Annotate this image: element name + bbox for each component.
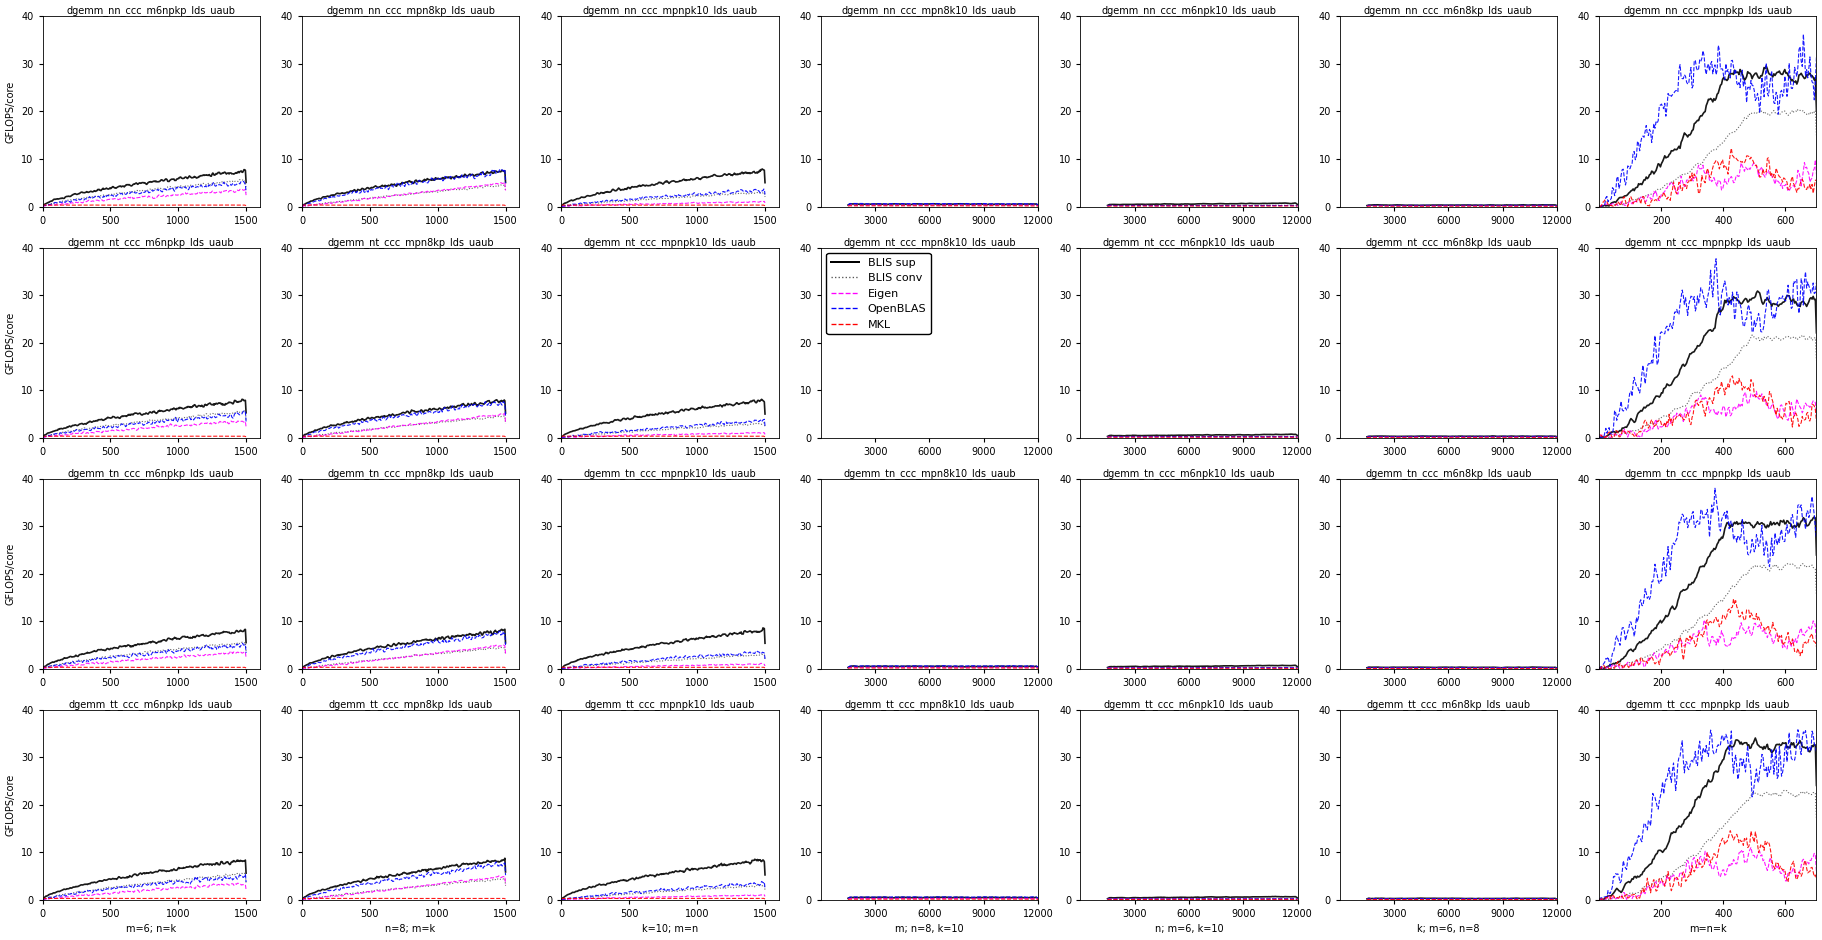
Y-axis label: GFLOPS/core: GFLOPS/core	[5, 774, 16, 836]
Y-axis label: GFLOPS/core: GFLOPS/core	[5, 542, 16, 604]
Title: dgemm_nn_ccc_mpnpk10_lds_uaub: dgemm_nn_ccc_mpnpk10_lds_uaub	[583, 6, 758, 17]
Title: dgemm_tt_ccc_m6npkp_lds_uaub: dgemm_tt_ccc_m6npkp_lds_uaub	[69, 698, 233, 710]
X-axis label: k=10; m=n: k=10; m=n	[641, 924, 698, 934]
Y-axis label: GFLOPS/core: GFLOPS/core	[5, 311, 16, 374]
X-axis label: n; m=6, k=10: n; m=6, k=10	[1155, 924, 1223, 934]
Title: dgemm_nn_ccc_mpn8kp_lds_uaub: dgemm_nn_ccc_mpn8kp_lds_uaub	[326, 6, 496, 17]
Title: dgemm_nt_ccc_mpnpk10_lds_uaub: dgemm_nt_ccc_mpnpk10_lds_uaub	[583, 237, 756, 247]
Legend: BLIS sup, BLIS conv, Eigen, OpenBLAS, MKL: BLIS sup, BLIS conv, Eigen, OpenBLAS, MK…	[827, 253, 931, 335]
X-axis label: m=6; n=k: m=6; n=k	[126, 924, 177, 934]
Title: dgemm_tt_ccc_mpn8kp_lds_uaub: dgemm_tt_ccc_mpn8kp_lds_uaub	[328, 698, 492, 710]
Title: dgemm_nn_ccc_m6n8kp_lds_uaub: dgemm_nn_ccc_m6n8kp_lds_uaub	[1365, 6, 1532, 17]
Title: dgemm_nn_ccc_m6npk10_lds_uaub: dgemm_nn_ccc_m6npk10_lds_uaub	[1102, 6, 1277, 17]
Title: dgemm_tn_ccc_m6n8kp_lds_uaub: dgemm_tn_ccc_m6n8kp_lds_uaub	[1365, 468, 1532, 478]
Title: dgemm_nn_ccc_mpn8k10_lds_uaub: dgemm_nn_ccc_mpn8k10_lds_uaub	[842, 6, 1017, 17]
X-axis label: m=n=k: m=n=k	[1689, 924, 1727, 934]
Title: dgemm_tn_ccc_m6npkp_lds_uaub: dgemm_tn_ccc_m6npkp_lds_uaub	[67, 468, 235, 478]
Title: dgemm_tn_ccc_mpn8kp_lds_uaub: dgemm_tn_ccc_mpn8kp_lds_uaub	[328, 468, 494, 478]
Title: dgemm_tt_ccc_mpnpk10_lds_uaub: dgemm_tt_ccc_mpnpk10_lds_uaub	[585, 698, 754, 710]
Title: dgemm_nt_ccc_mpn8kp_lds_uaub: dgemm_nt_ccc_mpn8kp_lds_uaub	[328, 237, 494, 247]
Title: dgemm_tn_ccc_mpn8k10_lds_uaub: dgemm_tn_ccc_mpn8k10_lds_uaub	[844, 468, 1017, 478]
Title: dgemm_nt_ccc_m6npk10_lds_uaub: dgemm_nt_ccc_m6npk10_lds_uaub	[1102, 237, 1275, 247]
Title: dgemm_nt_ccc_mpnpkp_lds_uaub: dgemm_nt_ccc_mpnpkp_lds_uaub	[1625, 237, 1791, 247]
Title: dgemm_tt_ccc_mpn8k10_lds_uaub: dgemm_tt_ccc_mpn8k10_lds_uaub	[844, 698, 1015, 710]
X-axis label: k; m=6, n=8: k; m=6, n=8	[1418, 924, 1479, 934]
X-axis label: m; n=8, k=10: m; n=8, k=10	[895, 924, 964, 934]
Title: dgemm_tt_ccc_m6n8kp_lds_uaub: dgemm_tt_ccc_m6n8kp_lds_uaub	[1366, 698, 1530, 710]
Title: dgemm_tt_ccc_m6npk10_lds_uaub: dgemm_tt_ccc_m6npk10_lds_uaub	[1104, 698, 1274, 710]
Title: dgemm_nn_ccc_m6npkp_lds_uaub: dgemm_nn_ccc_m6npkp_lds_uaub	[67, 6, 235, 17]
Title: dgemm_nt_ccc_m6npkp_lds_uaub: dgemm_nt_ccc_m6npkp_lds_uaub	[67, 237, 235, 247]
Title: dgemm_nt_ccc_mpn8k10_lds_uaub: dgemm_nt_ccc_mpn8k10_lds_uaub	[844, 237, 1017, 247]
Title: dgemm_nn_ccc_mpnpkp_lds_uaub: dgemm_nn_ccc_mpnpkp_lds_uaub	[1623, 6, 1793, 17]
Title: dgemm_tn_ccc_mpnpk10_lds_uaub: dgemm_tn_ccc_mpnpk10_lds_uaub	[583, 468, 756, 478]
Title: dgemm_tn_ccc_m6npk10_lds_uaub: dgemm_tn_ccc_m6npk10_lds_uaub	[1102, 468, 1275, 478]
Title: dgemm_tt_ccc_mpnpkp_lds_uaub: dgemm_tt_ccc_mpnpkp_lds_uaub	[1625, 698, 1789, 710]
Y-axis label: GFLOPS/core: GFLOPS/core	[5, 80, 16, 143]
Title: dgemm_nt_ccc_m6n8kp_lds_uaub: dgemm_nt_ccc_m6n8kp_lds_uaub	[1365, 237, 1532, 247]
X-axis label: n=8; m=k: n=8; m=k	[386, 924, 435, 934]
Title: dgemm_tn_ccc_mpnpkp_lds_uaub: dgemm_tn_ccc_mpnpkp_lds_uaub	[1625, 468, 1791, 478]
